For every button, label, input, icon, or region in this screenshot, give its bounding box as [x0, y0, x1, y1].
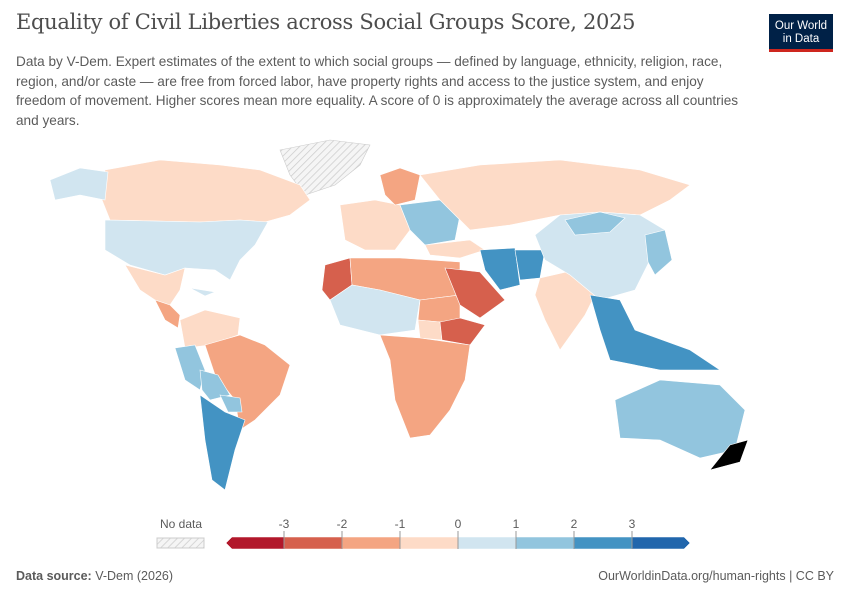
region-southeast-asia[interactable]: [589, 294, 721, 371]
legend-bin[interactable]: [631, 536, 691, 550]
region-japan-korea[interactable]: [644, 229, 673, 276]
region-central-southern-africa[interactable]: [379, 334, 471, 439]
footer-source: Data source: V-Dem (2026): [16, 569, 173, 583]
legend-tick-label: -3: [279, 517, 290, 531]
region-mexico[interactable]: [124, 264, 186, 306]
legend-bin[interactable]: [399, 536, 459, 550]
region-canada[interactable]: [99, 159, 311, 223]
region-central-america[interactable]: [154, 299, 181, 329]
color-legend: No data -3 -2 -1 0 1 2 3: [156, 517, 691, 550]
no-data-swatch: [156, 537, 205, 549]
region-peru[interactable]: [174, 344, 206, 391]
legend-bin[interactable]: [515, 536, 575, 550]
legend-bin[interactable]: [341, 536, 401, 550]
region-horn-africa[interactable]: [439, 317, 486, 346]
region-greenland[interactable]: [279, 139, 371, 196]
region-turkey-caucasus[interactable]: [424, 239, 486, 259]
region-australia[interactable]: [614, 379, 746, 459]
region-arabia[interactable]: [444, 267, 506, 319]
world-map[interactable]: [0, 130, 850, 510]
region-bolivia[interactable]: [199, 369, 231, 401]
region-afghanistan[interactable]: [514, 249, 546, 281]
legend-bin[interactable]: [283, 536, 343, 550]
region-sahel[interactable]: [329, 284, 421, 336]
region-mongolia[interactable]: [564, 211, 626, 236]
region-south-sudan[interactable]: [417, 319, 443, 341]
legend-tick-label: -2: [337, 517, 348, 531]
region-iran[interactable]: [479, 247, 521, 291]
legend-bin[interactable]: [457, 536, 517, 550]
region-paraguay[interactable]: [219, 394, 243, 413]
legend-tick-label: -1: [395, 517, 406, 531]
no-data-label: No data: [160, 517, 202, 531]
page-title: Equality of Civil Liberties across Socia…: [16, 10, 636, 34]
legend-tick-label: 3: [629, 517, 636, 531]
source-value[interactable]: V-Dem (2026): [95, 569, 174, 583]
region-usa[interactable]: [104, 219, 269, 281]
footer-url[interactable]: OurWorldinData.org/human-rights | CC BY: [598, 569, 834, 583]
legend-bin[interactable]: [573, 536, 633, 550]
owid-logo[interactable]: Our World in Data: [769, 14, 833, 52]
legend-bin[interactable]: [225, 536, 285, 550]
region-cuba[interactable]: [189, 287, 217, 297]
region-western-europe[interactable]: [339, 199, 411, 251]
region-alaska[interactable]: [49, 167, 109, 201]
region-new-zealand[interactable]: [709, 439, 749, 471]
subtitle: Data by V-Dem. Expert estimates of the e…: [16, 54, 739, 128]
legend-tick-label: 1: [513, 517, 520, 531]
legend-tick-label: 0: [455, 517, 462, 531]
legend-tick-label: 2: [571, 517, 578, 531]
source-label: Data source:: [16, 569, 92, 583]
region-scandinavia[interactable]: [379, 167, 421, 206]
region-argentina-chile[interactable]: [199, 394, 246, 491]
